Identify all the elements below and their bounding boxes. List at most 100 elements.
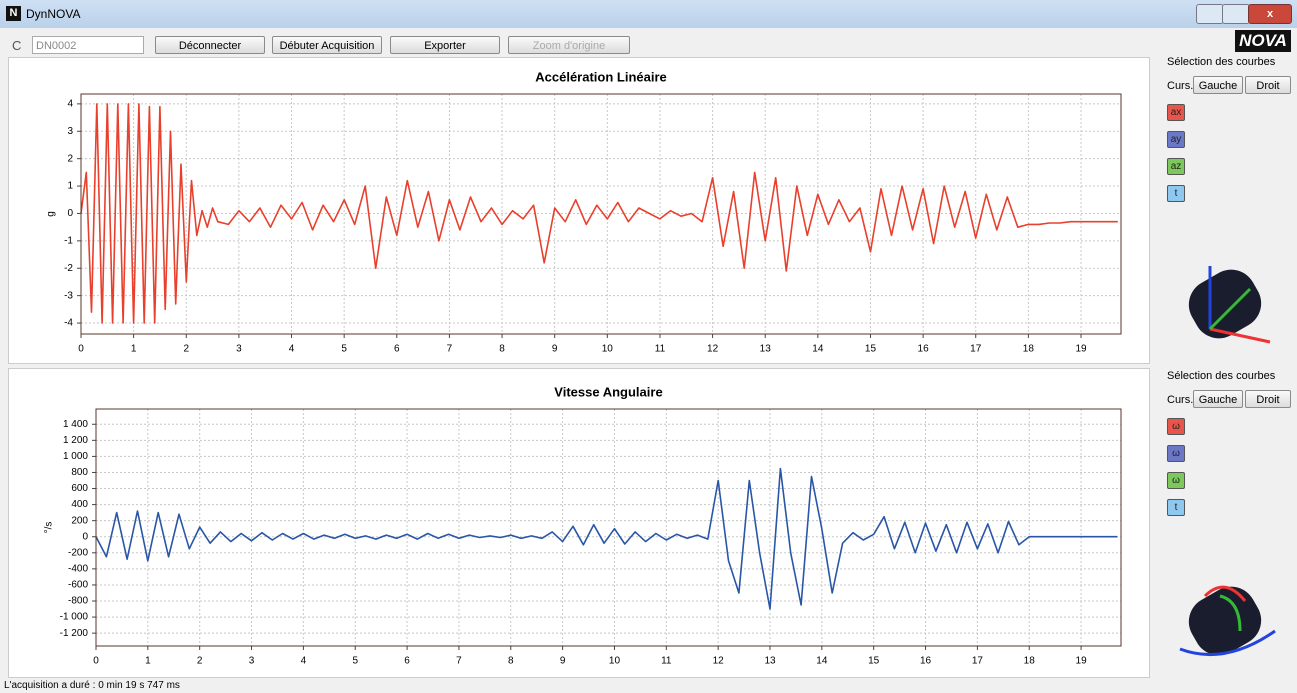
x-tick-label: 1: [131, 344, 137, 355]
x-tick-label: 15: [865, 344, 877, 355]
x-tick-label: 10: [609, 656, 621, 667]
x-tick-label: 2: [183, 344, 189, 355]
x-tick-label: 14: [812, 344, 824, 355]
y-tick-label: -200: [68, 547, 88, 558]
y-tick-label: 2: [67, 153, 73, 164]
maximize[interactable]: [1222, 4, 1250, 24]
legend-button[interactable]: ay: [1167, 131, 1185, 148]
disconnect-button[interactable]: Déconnecter: [155, 36, 265, 54]
close[interactable]: x: [1248, 4, 1292, 24]
plot-border: [80, 93, 1122, 335]
zoom-button[interactable]: Zoom d'origine: [508, 36, 630, 54]
x-tick-label: 6: [394, 344, 400, 355]
x-tick-label: 18: [1024, 656, 1036, 667]
y-tick-label: 800: [71, 467, 88, 478]
sensor-icon: [1179, 585, 1276, 656]
x-tick-label: 0: [93, 656, 99, 667]
y-tick-label: 1 400: [63, 419, 88, 430]
chart-title: Vitesse Angulaire: [554, 384, 662, 399]
x-tick-label: 6: [404, 656, 410, 667]
x-tick-label: 4: [301, 656, 307, 667]
x-tick-label: 18: [1023, 344, 1035, 355]
x-tick-label: 17: [972, 656, 984, 667]
x-tick-label: 5: [341, 344, 347, 355]
left-button[interactable]: Gauche: [1193, 76, 1243, 94]
app-icon: N: [6, 6, 21, 21]
chart: Vitesse Angulaire °/s -1 200 -1 000 -800 -600…: [44, 384, 1122, 667]
y-tick-label: 4: [67, 99, 73, 110]
y-tick-label: -600: [68, 580, 88, 591]
x-tick-label: 8: [499, 344, 505, 355]
y-tick-label: -4: [64, 318, 73, 329]
cursor-label: Curs.: [1167, 394, 1194, 406]
logo: NOVA: [1235, 30, 1291, 52]
y-tick-label: -2: [64, 263, 73, 274]
x-tick-label: 3: [236, 344, 242, 355]
x-tick-label: 9: [552, 344, 558, 355]
y-tick-label: -1: [64, 235, 73, 246]
left-button[interactable]: Gauche: [1193, 390, 1243, 408]
data-line: [80, 103, 1118, 324]
cursor-label: Curs.: [1167, 80, 1194, 92]
legend-button[interactable]: ax: [1167, 104, 1185, 121]
legend-button[interactable]: az: [1167, 158, 1185, 175]
panel-title: Sélection des courbes: [1167, 370, 1276, 382]
legend-button[interactable]: t: [1167, 499, 1185, 516]
x-tick-label: 11: [655, 344, 666, 355]
legend-button[interactable]: ω: [1167, 472, 1185, 489]
legend-button[interactable]: ω: [1167, 418, 1185, 435]
x-tick-label: 19: [1075, 344, 1087, 355]
y-tick-label: -1 000: [60, 612, 89, 623]
chart-panel: Vitesse Angulaire °/s -1 200 -1 000 -800 -600…: [8, 368, 1150, 678]
y-tick-label: 1: [67, 181, 73, 192]
start-button[interactable]: Débuter Acquisition: [272, 36, 382, 54]
y-tick-label: 1 200: [63, 435, 88, 446]
x-tick-label: 13: [760, 344, 772, 355]
x-tick-label: 1: [145, 656, 151, 667]
x-tick-label: 9: [560, 656, 566, 667]
y-tick-label: -1 200: [60, 628, 89, 639]
device-combo[interactable]: DN0002: [32, 36, 144, 54]
export-button[interactable]: Exporter: [390, 36, 500, 54]
x-tick-label: 4: [289, 344, 295, 355]
y-tick-label: -400: [68, 564, 88, 575]
right-button[interactable]: Droit: [1245, 76, 1291, 94]
x-tick-label: 8: [508, 656, 514, 667]
y-tick-label: 200: [71, 515, 88, 526]
x-tick-label: 7: [456, 656, 462, 667]
y-tick-label: 600: [71, 483, 88, 494]
data-line: [95, 467, 1118, 610]
x-tick-label: 14: [816, 656, 828, 667]
chart-panel: Accélération Linéaire g -4 -3 -2 -1 0 1 2 3 4 0 1 2 3 4…: [8, 57, 1150, 364]
refresh[interactable]: C: [12, 38, 22, 53]
x-tick-label: 12: [713, 656, 725, 667]
y-tick-label: -3: [64, 290, 73, 301]
status-bar: L'acquisition a duré : 0 min 19 s 747 ms: [4, 680, 180, 691]
y-axis-label: °/s: [44, 522, 55, 534]
x-tick-label: 5: [352, 656, 358, 667]
y-tick-label: 0: [82, 531, 88, 542]
x-tick-label: 3: [249, 656, 255, 667]
y-tick-label: 400: [71, 499, 88, 510]
minimize[interactable]: [1196, 4, 1224, 24]
plot-border: [95, 408, 1122, 647]
x-tick-label: 12: [707, 344, 719, 355]
x-tick-label: 16: [920, 656, 932, 667]
y-tick-label: -800: [68, 596, 88, 607]
sensor-icon: [1188, 266, 1271, 344]
y-tick-label: 0: [67, 208, 73, 219]
x-tick-label: 17: [970, 344, 982, 355]
legend-button[interactable]: t: [1167, 185, 1185, 202]
right-button[interactable]: Droit: [1245, 390, 1291, 408]
x-tick-label: 19: [1076, 656, 1088, 667]
x-tick-label: 7: [447, 344, 453, 355]
side-panel: Sélection des courbes Curs. Gauche Droit…: [1155, 54, 1297, 362]
x-tick-label: 2: [197, 656, 203, 667]
x-tick-label: 16: [918, 344, 930, 355]
legend-button[interactable]: ω: [1167, 445, 1185, 462]
x-tick-label: 15: [868, 656, 880, 667]
window-title: DynNOVA: [26, 7, 81, 21]
x-tick-label: 13: [764, 656, 776, 667]
